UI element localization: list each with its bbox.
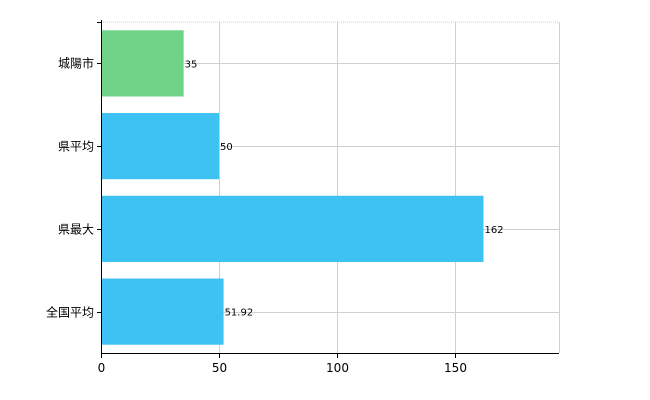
bar xyxy=(101,30,184,97)
y-tick-label: 県最大 xyxy=(58,223,94,237)
data-label: 51.92 xyxy=(225,308,254,319)
x-tick-label: 50 xyxy=(212,361,227,375)
bar xyxy=(101,113,220,180)
data-label: 35 xyxy=(185,59,198,70)
grid-layer xyxy=(101,21,560,353)
data-label: 50 xyxy=(220,142,233,153)
axis-layer xyxy=(97,20,559,358)
y-tick-label: 全国平均 xyxy=(46,305,94,320)
x-tick-label: 0 xyxy=(98,361,106,375)
x-tick-label: 150 xyxy=(444,361,467,375)
y-tick-label: 県平均 xyxy=(58,140,94,154)
y-tick-label: 城陽市 xyxy=(58,56,94,71)
x-tick-label: 100 xyxy=(326,361,349,375)
bar-layer xyxy=(101,30,484,345)
bar xyxy=(101,278,224,345)
data-label: 162 xyxy=(484,225,503,236)
bar xyxy=(101,195,484,262)
